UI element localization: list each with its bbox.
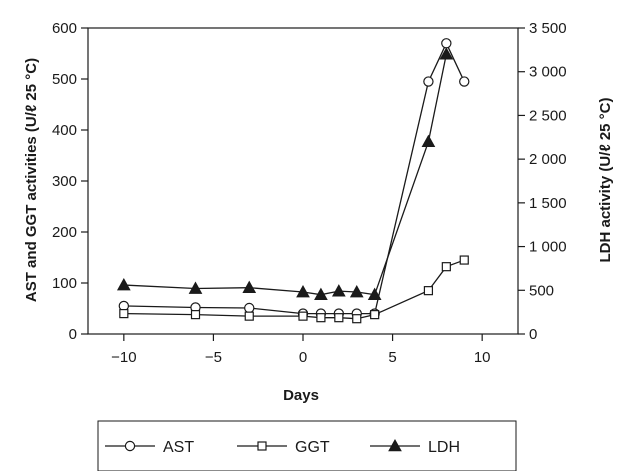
data-point-ldh [296,285,310,298]
y-left-tick-label: 600 [52,20,77,37]
y-left-tick-label: 200 [52,224,77,241]
data-point-ggt [190,310,201,320]
series-line-ast [123,41,465,315]
data-point-ast [459,76,470,87]
data-point-ggt [370,310,380,320]
legend-items: AST GGT LDH [105,438,460,456]
series-line-ggt [123,259,465,320]
y-right-tick-label: 1 500 [529,195,567,212]
y-left-tick-label: 400 [52,122,77,139]
data-point-ldh [188,281,203,294]
legend-label-ggt: GGT [295,439,330,456]
data-point-ast [423,76,434,87]
legend-marker-ldh [388,438,402,452]
y-right-tick-label: 2 000 [529,151,567,168]
data-point-ast [441,38,452,49]
y-left-tick-label: 500 [52,71,77,88]
x-tick-label: 0 [299,349,307,366]
data-point-ldh [349,285,364,298]
data-point-ldh [367,287,382,300]
data-point-ggt [352,314,362,324]
data-point-ldh [421,134,436,147]
data-point-ldh [116,278,131,291]
data-point-ggt [334,313,344,323]
data-point-ggt [298,311,308,321]
legend-marker-ast [124,440,136,452]
y-right-axis-title: LDH activity (U/ℓ 25 °C) [597,97,614,262]
data-point-ldh [439,47,454,60]
data-point-ggt [244,311,254,321]
legend-label-ldh: LDH [428,439,460,456]
y-left-tick-label: 100 [52,275,77,292]
series-ast [118,38,470,319]
data-point-ast [244,302,255,314]
series-layer [116,38,470,324]
y-right-tick-label: 0 [529,326,537,343]
data-point-ggt [119,309,129,319]
data-point-ldh [331,284,346,297]
y-left-axis-title: AST and GGT activities (U/ℓ 25 °C) [23,58,40,302]
x-tick-label: −10 [111,349,136,366]
y-right-tick-label: 3 500 [529,20,567,37]
y-left-tick-label: 300 [52,173,77,190]
data-point-ggt [459,255,469,265]
legend: AST GGT LDH [97,420,517,471]
legend-label-ast: AST [163,439,194,456]
legend-marker-ggt [257,441,267,451]
data-point-ggt [423,286,434,296]
data-point-ldh [242,280,257,293]
x-tick-label: −5 [205,349,222,366]
series-ggt [119,255,469,324]
data-point-ldh [314,287,328,300]
x-tick-label: 5 [388,349,396,366]
y-right-tick-label: 1 000 [529,239,567,256]
y-right-tick-label: 3 000 [529,64,567,81]
series-ldh [116,47,454,300]
legend-box [97,420,517,471]
x-tick-label: 10 [474,349,491,366]
y-right-tick-label: 500 [529,282,554,299]
y-right-tick-label: 2 500 [529,107,567,124]
data-point-ggt [441,262,451,272]
y-left-tick-label: 0 [69,326,77,343]
x-axis-title: Days [283,387,319,404]
series-line-ldh [123,54,447,296]
data-point-ggt [316,313,326,323]
